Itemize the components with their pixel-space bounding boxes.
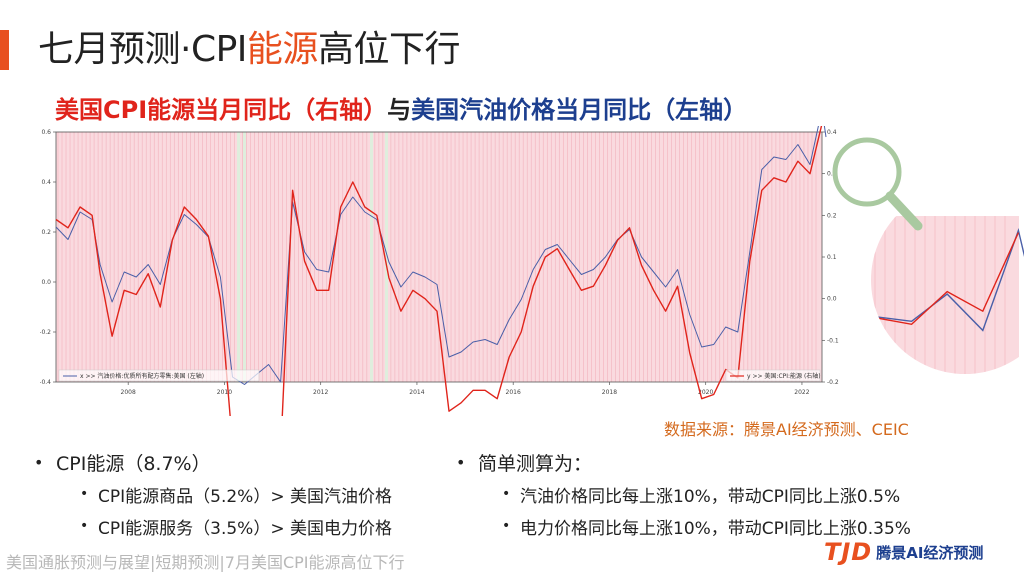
data-source: 数据来源：腾景AI经济预测、CEIC — [664, 420, 909, 439]
right-bullet-list: • 简单测算为： • 汽油价格同比每上涨10%，带动CPI同比上涨0.5% • 电力价… — [456, 446, 911, 542]
right-tick-label: -0.2 — [827, 379, 839, 386]
bullet-main-text: CPI能源（8.7%） — [56, 452, 211, 475]
chart-subtitle: 美国CPI能源当月同比（右轴）与美国汽油价格当月同比（左轴） — [55, 90, 747, 125]
bullet-sub: • CPI能源服务（3.5%）> 美国电力价格 — [34, 510, 392, 542]
bullet-sub-text: 电力价格同比每上涨10%，带动CPI同比上涨0.35% — [520, 518, 911, 539]
bullet-dot-icon: • — [456, 452, 466, 472]
bullet-sub: • 汽油价格同比每上涨10%，带动CPI同比上涨0.5% — [456, 478, 911, 510]
inset-gasoline-line — [875, 228, 1024, 332]
footer-breadcrumb: 美国通胀预测与展望|短期预测|7月美国CPI能源高位下行 — [6, 553, 405, 572]
subtitle-gasoline: 美国汽油价格当月同比（左轴） — [411, 96, 748, 124]
left-tick-label: 0.4 — [41, 179, 51, 186]
chart-legend: x >> 汽油价格:优质所有配方零售:美国 (左轴) y >> 美国:CPI:能源… — [58, 369, 821, 382]
left-tick-label: 0.6 — [41, 129, 51, 136]
right-tick-label: -0.1 — [827, 337, 839, 344]
bullet-main-text: 简单测算为： — [478, 452, 593, 475]
right-tick-label: 0.3 — [827, 171, 837, 178]
bullet-main: • CPI能源（8.7%） — [34, 446, 392, 478]
page-title: 七月预测·CPI能源高位下行 — [38, 20, 460, 72]
gap-band — [370, 132, 373, 382]
right-tick-label: 0.1 — [827, 254, 837, 261]
x-tick-label: 2016 — [506, 389, 521, 396]
left-tick-label: -0.4 — [40, 379, 51, 386]
lens-ring — [832, 137, 902, 207]
left-tick-label: 0.2 — [41, 229, 51, 236]
gap-band — [385, 132, 388, 382]
x-tick-label: 2022 — [794, 389, 809, 396]
bullet-sub-text: 汽油价格同比每上涨10%，带动CPI同比上涨0.5% — [520, 486, 901, 507]
legend-left-label: x >> 汽油价格:优质所有配方零售:美国 (左轴) — [80, 372, 204, 380]
subtitle-cpi-energy: 美国CPI能源当月同比（右轴） — [55, 96, 388, 124]
company-logo: TJD 腾景AI经济预测 — [824, 538, 983, 566]
line-chart: 0.6 0.4 0.2 0.0 -0.2 -0.4 0.4 0.3 0.2 0.1 0.0 -0.1 -… — [40, 126, 1024, 416]
gasoline-price-line — [55, 126, 827, 385]
recession-shading — [56, 132, 822, 382]
bullet-sub: • 电力价格同比每上涨10%，带动CPI同比上涨0.35% — [456, 510, 911, 542]
left-tick-label: 0.0 — [41, 279, 51, 286]
zoom-inset — [871, 186, 1024, 374]
title-highlight: 能源 — [246, 29, 319, 70]
bullet-dot-icon: • — [502, 486, 511, 502]
left-tick-label: -0.2 — [40, 329, 51, 336]
bullet-sub: • CPI能源商品（5.2%）> 美国汽油价格 — [34, 478, 392, 510]
left-bullet-list: • CPI能源（8.7%） • CPI能源商品（5.2%）> 美国汽油价格 • CPI… — [34, 446, 392, 542]
x-tick-label: 2008 — [121, 389, 136, 396]
logo-mark: TJD — [824, 538, 873, 566]
chart-series — [55, 126, 827, 416]
subtitle-connector: 与 — [387, 96, 412, 124]
lens-handle — [885, 191, 923, 231]
title-accent-bar — [0, 30, 9, 70]
x-tick-label: 2018 — [602, 389, 617, 396]
bullet-dot-icon: • — [34, 452, 44, 472]
legend-right-label: y >> 美国:CPI:能源 (右轴) — [747, 372, 821, 380]
legend-right-box — [725, 369, 821, 382]
bullet-sub-text: CPI能源服务（3.5%）> 美国电力价格 — [98, 518, 392, 539]
x-tick-label: 2012 — [313, 389, 328, 396]
right-tick-label: 0.2 — [827, 212, 837, 219]
legend-left-box — [58, 369, 260, 382]
chart-axes: 0.6 0.4 0.2 0.0 -0.2 -0.4 0.4 0.3 0.2 0.1 0.0 -0.1 -… — [40, 129, 839, 396]
magnifier-icon — [832, 137, 923, 231]
inset-cpi-energy-line — [875, 232, 1020, 326]
bullet-dot-icon: • — [80, 486, 89, 502]
cpi-energy-line — [55, 126, 823, 416]
x-tick-label: 2020 — [698, 389, 713, 396]
right-tick-label: 0.4 — [827, 129, 837, 136]
bullet-sub-text: CPI能源商品（5.2%）> 美国汽油价格 — [98, 486, 392, 507]
logo-text: 腾景AI经济预测 — [876, 543, 984, 562]
bullet-dot-icon: • — [80, 518, 89, 534]
title-part2: 高位下行 — [317, 29, 461, 70]
right-tick-label: 0.0 — [827, 296, 837, 303]
title-part1: 七月预测·CPI — [38, 29, 247, 70]
x-tick-label: 2014 — [409, 389, 424, 396]
bullet-dot-icon: • — [502, 518, 511, 534]
bullet-main: • 简单测算为： — [456, 446, 911, 478]
x-tick-label: 2010 — [217, 389, 232, 396]
inset-content — [871, 186, 1024, 374]
gap-band — [237, 132, 240, 382]
gap-band — [243, 132, 246, 382]
